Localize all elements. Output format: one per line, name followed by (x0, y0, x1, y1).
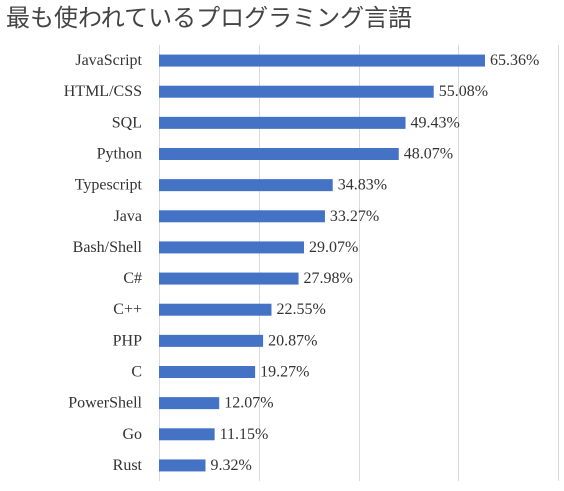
category-labels: JavaScript HTML/CSS SQL Python Typescript Jav… (64, 52, 143, 474)
value-label: 65.36% (490, 52, 539, 69)
gridlines (259, 45, 559, 481)
bar (159, 459, 206, 472)
value-label: 55.08% (439, 83, 488, 100)
bar (159, 366, 256, 378)
value-label: 33.27% (330, 208, 379, 225)
value-label: 34.83% (338, 177, 387, 194)
value-label: 19.27% (260, 364, 309, 381)
category-label: Python (97, 146, 142, 163)
bar (159, 334, 264, 347)
value-label: 49.43% (411, 114, 460, 131)
value-label: 11.15% (220, 426, 269, 443)
bar (159, 303, 272, 316)
value-labels: 65.36%55.08% 49.43% 48.07% 34.83% 33.27% 29.0… (210, 52, 539, 474)
category-label: SQL (112, 114, 142, 131)
category-label: PowerShell (68, 395, 142, 412)
category-label: Java (114, 208, 142, 225)
value-label: 29.07% (309, 239, 358, 256)
category-label: Typescript (75, 177, 143, 194)
value-label: 27.98% (304, 270, 353, 287)
category-label: JavaScript (75, 52, 142, 69)
bar (159, 272, 299, 285)
category-label: C++ (113, 301, 142, 318)
category-label: C (131, 364, 142, 381)
value-label: 20.87% (268, 332, 317, 349)
category-label: PHP (113, 332, 142, 349)
bar (159, 428, 215, 441)
value-label: 12.07% (224, 395, 273, 412)
bar (159, 54, 485, 67)
category-label: Rust (113, 457, 143, 474)
bar (159, 148, 399, 160)
value-label: 9.32% (210, 457, 251, 474)
value-label: 48.07% (404, 146, 453, 163)
value-label: 22.55% (276, 301, 325, 318)
category-label: C# (123, 270, 142, 287)
category-label: Bash/Shell (73, 239, 143, 256)
bar (159, 241, 304, 254)
bar (159, 397, 220, 410)
bar (159, 116, 406, 129)
chart-title: 最も使われているプログラミング言語 (6, 4, 413, 32)
bar (159, 85, 434, 98)
category-label: HTML/CSS (64, 83, 142, 100)
category-label: Go (122, 426, 142, 443)
bars (159, 54, 485, 472)
bar (159, 210, 325, 223)
bar (159, 179, 333, 192)
